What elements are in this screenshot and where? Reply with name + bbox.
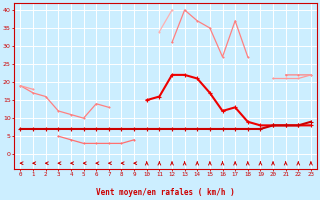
X-axis label: Vent moyen/en rafales ( km/h ): Vent moyen/en rafales ( km/h ) [96,188,235,197]
